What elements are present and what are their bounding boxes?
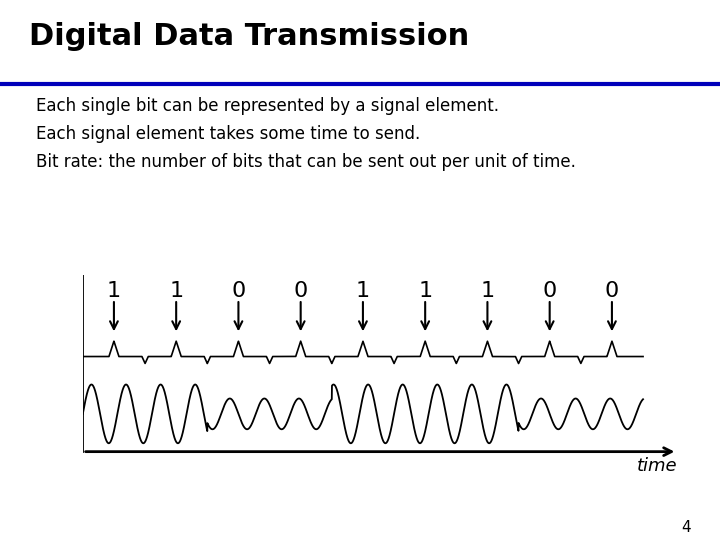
Text: 0: 0 bbox=[231, 281, 246, 301]
Text: 1: 1 bbox=[418, 281, 432, 301]
Text: Each signal element takes some time to send.: Each signal element takes some time to s… bbox=[36, 125, 420, 143]
Text: 0: 0 bbox=[605, 281, 619, 301]
Text: Digital Data Transmission: Digital Data Transmission bbox=[29, 22, 469, 51]
Text: 1: 1 bbox=[356, 281, 370, 301]
Text: 0: 0 bbox=[543, 281, 557, 301]
Text: Bit rate: the number of bits that can be sent out per unit of time.: Bit rate: the number of bits that can be… bbox=[36, 153, 576, 171]
Text: 1: 1 bbox=[107, 281, 121, 301]
Text: 1: 1 bbox=[480, 281, 495, 301]
Text: time: time bbox=[636, 457, 678, 475]
Text: 0: 0 bbox=[294, 281, 308, 301]
Text: 1: 1 bbox=[169, 281, 183, 301]
Text: 4: 4 bbox=[682, 519, 691, 535]
Text: Each single bit can be represented by a signal element.: Each single bit can be represented by a … bbox=[36, 97, 499, 115]
